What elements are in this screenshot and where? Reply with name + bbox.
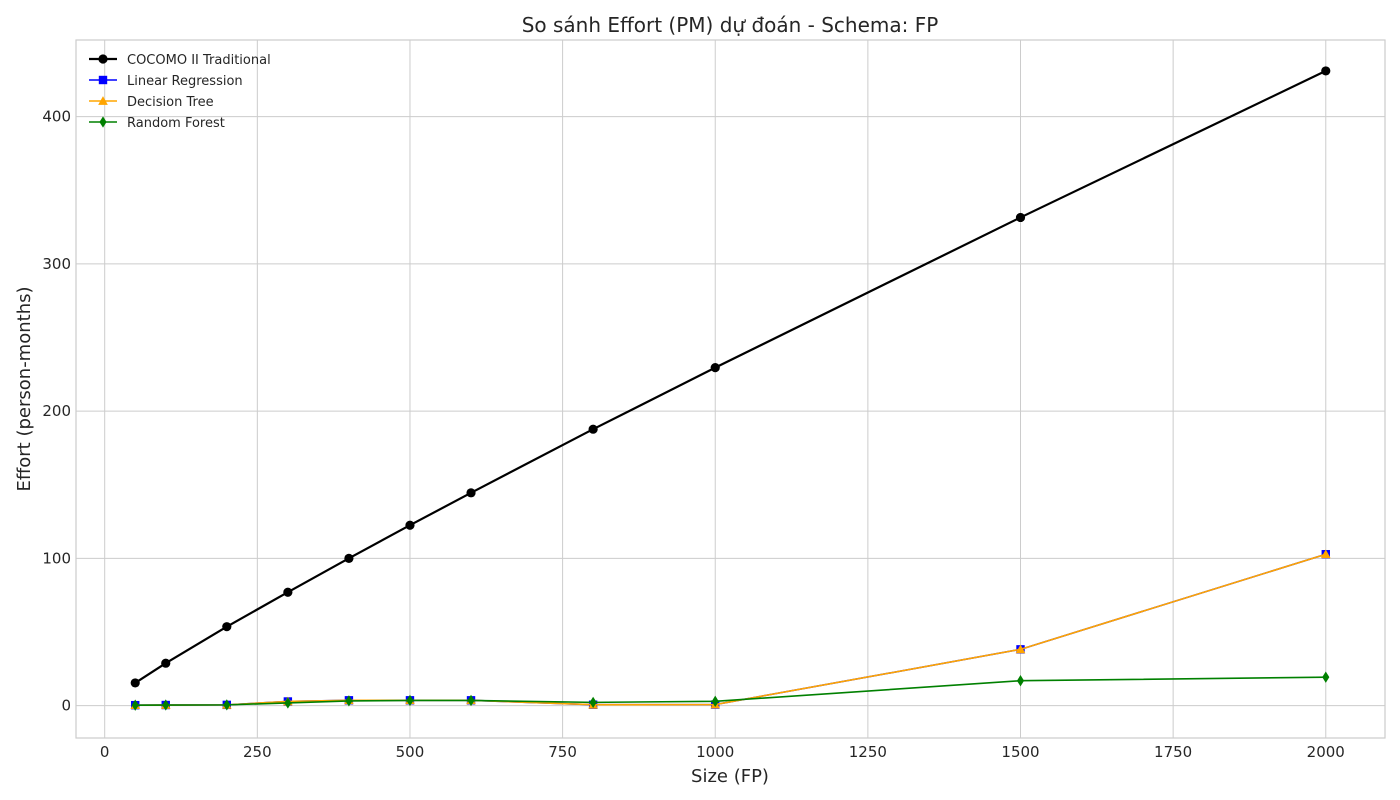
plot-frame <box>75 39 1386 739</box>
data-point-cocomo-ii-traditional <box>1321 66 1331 76</box>
data-point-random-forest <box>711 695 719 708</box>
x-tick-label: 750 <box>548 743 577 761</box>
series-random-forest <box>131 671 1330 711</box>
data-point-random-forest <box>1322 671 1330 683</box>
y-axis-title: Effort (person-months) <box>14 286 35 491</box>
legend: COCOMO II Traditional Linear Regression De… <box>89 53 271 131</box>
legend-item-linear-regression: Linear Regression <box>89 74 243 89</box>
data-point-random-forest <box>345 695 353 707</box>
data-point-cocomo-ii-traditional <box>283 587 293 597</box>
data-point-cocomo-ii-traditional <box>588 424 598 434</box>
data-point-random-forest <box>406 694 414 707</box>
legend-label: COCOMO II Traditional <box>127 53 271 68</box>
x-tick-label: 1000 <box>696 743 734 761</box>
series-group <box>130 66 1331 711</box>
data-point-random-forest <box>284 697 292 709</box>
data-point-random-forest <box>1016 675 1025 687</box>
y-tick-label: 300 <box>42 255 71 273</box>
x-tick-label: 1500 <box>1001 743 1039 761</box>
x-tick-label: 250 <box>243 743 272 761</box>
data-point-decision-tree <box>1320 549 1331 559</box>
legend-marker <box>98 75 108 85</box>
x-tick-label: 500 <box>396 743 425 761</box>
series-decision-tree <box>130 549 1331 710</box>
legend-item-decision-tree: Decision Tree <box>89 95 214 110</box>
legend-marker <box>98 96 108 105</box>
series-line-cocomo-ii-traditional <box>134 69 1327 684</box>
x-tick-label: 1250 <box>849 743 887 761</box>
data-point-random-forest <box>131 699 139 711</box>
legend-item-random-forest: Random Forest <box>89 116 225 131</box>
data-point-random-forest <box>223 699 231 711</box>
axis-ticks: 0 250 500 750 1000 1250 1500 1750 2000 0 100 200 300… <box>42 108 1345 761</box>
data-point-cocomo-ii-traditional <box>405 520 415 530</box>
data-point-random-forest <box>589 696 597 709</box>
data-point-random-forest <box>162 699 170 711</box>
x-axis-title: Size (FP) <box>691 766 769 787</box>
data-point-cocomo-ii-traditional <box>466 488 476 498</box>
y-tick-label: 200 <box>42 402 71 420</box>
chart-title: So sánh Effort (PM) dự đoán - Schema: FP <box>522 13 939 37</box>
legend-label: Random Forest <box>127 116 225 131</box>
legend-label: Decision Tree <box>127 95 214 110</box>
data-point-cocomo-ii-traditional <box>1015 212 1026 223</box>
legend-marker <box>98 54 108 64</box>
data-point-random-forest <box>467 694 475 707</box>
data-point-cocomo-ii-traditional <box>344 553 354 563</box>
data-point-cocomo-ii-traditional <box>161 658 171 668</box>
y-tick-label: 100 <box>42 549 71 567</box>
series-cocomo-ii-traditional <box>130 66 1331 688</box>
legend-item-cocomo-ii-traditional: COCOMO II Traditional <box>89 53 271 68</box>
x-tick-label: 1750 <box>1154 743 1192 761</box>
data-point-decision-tree <box>1015 644 1026 654</box>
grid-lines <box>76 40 1385 738</box>
x-tick-label: 0 <box>100 743 110 761</box>
data-point-cocomo-ii-traditional <box>130 678 140 688</box>
x-tick-label: 2000 <box>1307 743 1345 761</box>
legend-label: Linear Regression <box>127 74 243 89</box>
data-point-cocomo-ii-traditional <box>222 622 232 632</box>
series-linear-regression <box>131 550 1330 710</box>
legend-marker <box>99 116 107 128</box>
y-tick-label: 400 <box>42 108 71 126</box>
y-tick-label: 0 <box>61 697 71 715</box>
data-point-cocomo-ii-traditional <box>710 363 720 373</box>
